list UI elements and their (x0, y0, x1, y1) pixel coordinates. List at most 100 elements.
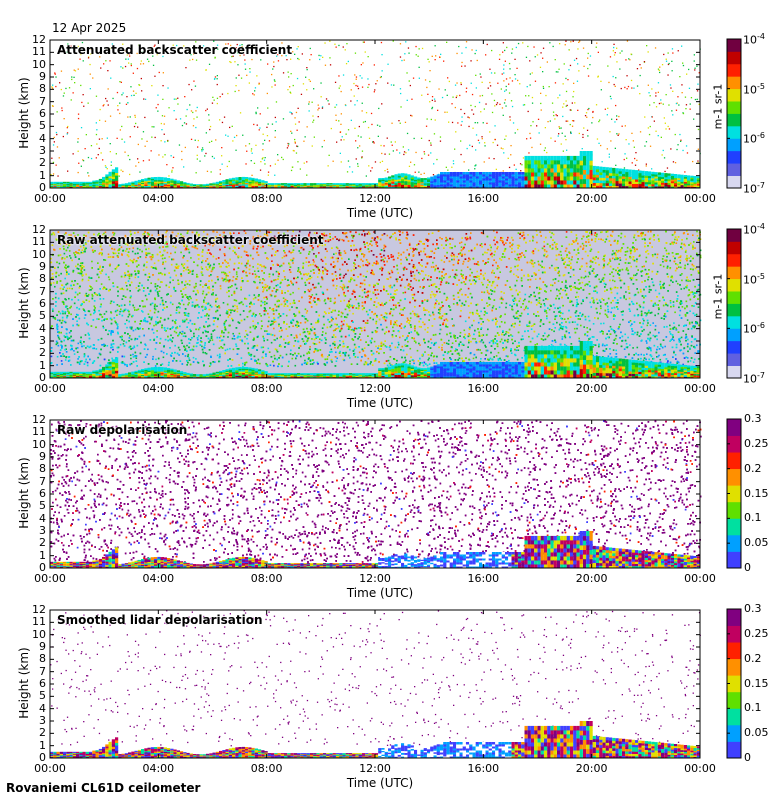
heatmap-cell (98, 181, 102, 183)
heatmap-cell (336, 183, 340, 185)
heatmap-cell (417, 177, 421, 180)
heatmap-cell (89, 186, 93, 188)
heatmap-cell (384, 181, 388, 184)
heatmap-cell (563, 168, 567, 173)
heatmap-cell (481, 94, 484, 97)
heatmap-cell (89, 184, 93, 187)
heatmap-cell (357, 87, 360, 90)
heatmap-cell (625, 139, 627, 141)
heatmap-cell (641, 175, 645, 178)
heatmap-cell (622, 183, 626, 187)
heatmap-cell (245, 181, 249, 183)
heatmap-cell (628, 178, 632, 182)
heatmap-cell (53, 181, 57, 184)
heatmap-cell (157, 94, 159, 96)
heatmap-cell (357, 147, 359, 149)
heatmap-cell (508, 180, 512, 183)
heatmap-cell (415, 54, 417, 56)
heatmap-cell (565, 120, 567, 122)
heatmap-cell (92, 184, 96, 186)
heatmap-cell (635, 176, 639, 180)
heatmap-cell (498, 182, 502, 185)
heatmap-cell (651, 183, 655, 187)
heatmap-cell (401, 186, 405, 189)
heatmap-cell (368, 184, 372, 186)
heatmap-cell (107, 88, 109, 90)
heatmap-cell (103, 104, 105, 106)
heatmap-cell (306, 161, 308, 163)
heatmap-cell (215, 184, 219, 187)
heatmap-cell (645, 165, 647, 167)
heatmap-cell (562, 150, 564, 152)
heatmap-cell (310, 186, 314, 188)
heatmap-cell (448, 121, 450, 123)
heatmap-cell (661, 154, 663, 156)
heatmap-cell (664, 174, 668, 178)
heatmap-cell (553, 163, 557, 169)
heatmap-cell (284, 183, 288, 185)
heatmap-cell (148, 159, 150, 161)
heatmap-cell (88, 56, 90, 58)
heatmap-cell (252, 93, 254, 95)
heatmap-cell (384, 177, 388, 180)
heatmap-cell (222, 186, 226, 188)
heatmap-cell (128, 185, 132, 187)
heatmap-cell (596, 171, 600, 175)
heatmap-cell (303, 186, 307, 188)
heatmap-cell (661, 64, 664, 66)
heatmap-cell (221, 121, 224, 124)
heatmap-cell (334, 43, 336, 45)
heatmap-cell (118, 184, 122, 186)
heatmap-cell (560, 127, 562, 129)
heatmap-cell (639, 93, 641, 95)
heatmap-cell (349, 166, 351, 168)
heatmap-cell (376, 80, 378, 82)
heatmap-cell (196, 154, 198, 156)
heatmap-cell (647, 84, 649, 86)
heatmap-cell (553, 176, 557, 181)
heatmap-cell (697, 83, 699, 85)
heatmap-cell (316, 185, 320, 187)
heatmap-cell (111, 178, 115, 182)
heatmap-cell (191, 89, 193, 91)
heatmap-cell (410, 161, 412, 163)
heatmap-cell (638, 174, 642, 178)
heatmap-cell (646, 45, 648, 47)
heatmap-cell (489, 81, 491, 84)
heatmap-cell (628, 58, 630, 60)
heatmap-cell (495, 180, 499, 183)
heatmap-cell (322, 56, 324, 58)
heatmap-cell (688, 68, 690, 71)
heatmap-cell (515, 46, 517, 49)
heatmap-cell (318, 107, 320, 109)
heatmap-cell (219, 173, 221, 175)
heatmap-cell (518, 172, 522, 175)
heatmap-cell (563, 103, 565, 105)
heatmap-cell (309, 80, 311, 82)
heatmap-cell (136, 67, 139, 70)
heatmap-cell (563, 176, 567, 181)
heatmap-cell (495, 103, 498, 106)
heatmap-cell (453, 184, 457, 187)
heatmap-cell (102, 185, 106, 188)
heatmap-cell (499, 54, 501, 56)
heatmap-cell (697, 160, 699, 162)
heatmap-cell (124, 183, 128, 185)
heatmap-cell (436, 181, 440, 184)
heatmap-cell (408, 165, 411, 167)
heatmap-cell (183, 185, 187, 187)
heatmap-cell (57, 175, 59, 177)
heatmap-cell (414, 176, 418, 179)
heatmap-cell (488, 157, 490, 159)
colorbar-segment (727, 39, 741, 52)
heatmap-cell (567, 79, 569, 81)
heatmap-cell (391, 176, 395, 179)
heatmap-cell (56, 182, 60, 184)
heatmap-cell (363, 41, 365, 43)
heatmap-cell (599, 174, 603, 178)
heatmap-cell (379, 125, 381, 127)
heatmap-cell (210, 171, 212, 173)
heatmap-cell (50, 184, 54, 186)
heatmap-cell (77, 45, 79, 48)
heatmap-cell (116, 91, 119, 94)
